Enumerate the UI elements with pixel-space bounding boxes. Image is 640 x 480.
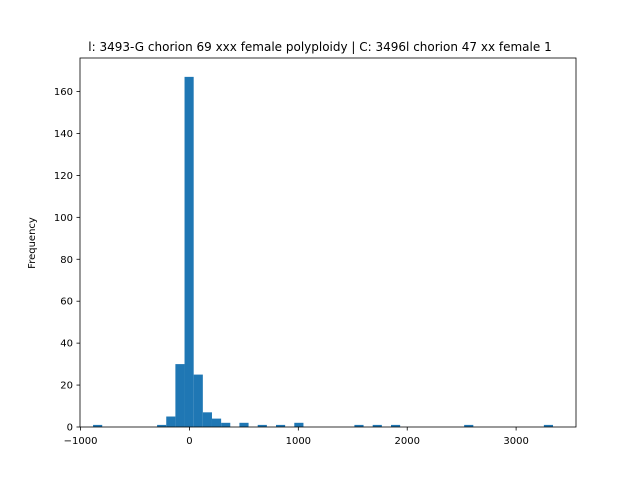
y-tick-label: 80 <box>60 255 73 266</box>
y-tick-label: 140 <box>54 129 73 140</box>
y-tick-label: 120 <box>54 171 73 182</box>
chart-title: l: 3493-G chorion 69 xxx female polyploi… <box>88 40 551 54</box>
histogram-bar <box>276 424 286 427</box>
y-tick-label: 100 <box>54 213 73 224</box>
histogram-bar <box>211 418 222 427</box>
histogram-bar <box>390 424 401 427</box>
y-axis-label: Frequency <box>27 217 38 269</box>
histogram-bar <box>157 424 167 427</box>
histogram-bar <box>257 424 267 427</box>
y-tick-label: 160 <box>54 87 73 98</box>
histogram-bar <box>221 422 231 427</box>
histogram-bar <box>543 424 554 427</box>
x-tick-label: −1000 <box>64 436 98 447</box>
x-tick-label: 3000 <box>503 436 528 447</box>
histogram-bar <box>184 76 194 427</box>
y-tick-label: 0 <box>67 423 73 434</box>
y-axis-ticks: 0 20 40 60 80 100 120 140 160 <box>54 87 80 434</box>
histogram-bar <box>294 422 304 427</box>
plot-frame <box>79 57 577 428</box>
histogram-bar <box>354 424 364 427</box>
histogram-bar <box>193 374 203 427</box>
histogram-bar <box>372 424 382 427</box>
x-tick-label: 0 <box>186 436 192 447</box>
histogram-bar <box>175 364 185 427</box>
histogram-bar <box>93 424 103 427</box>
y-tick-label: 20 <box>60 381 73 392</box>
histogram-bar <box>166 416 176 427</box>
x-axis-ticks: −1000 0 1000 2000 3000 <box>64 427 529 447</box>
bars-group <box>93 76 554 427</box>
histogram-bar <box>202 412 212 427</box>
histogram-bar <box>464 424 474 427</box>
x-tick-label: 1000 <box>286 436 311 447</box>
histogram-bar <box>239 422 249 427</box>
y-tick-label: 60 <box>60 297 73 308</box>
y-tick-label: 40 <box>60 339 73 350</box>
x-tick-label: 2000 <box>394 436 419 447</box>
